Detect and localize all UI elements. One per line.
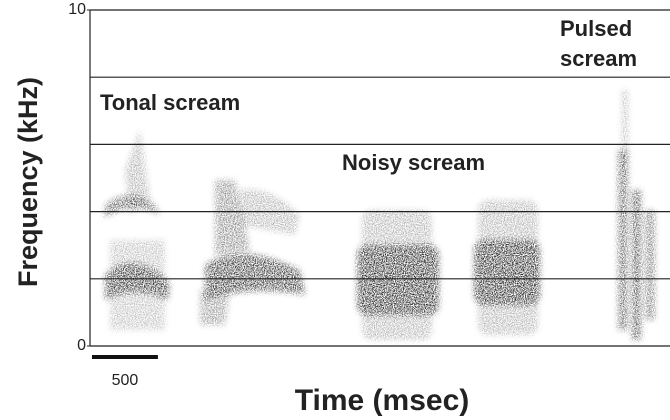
y-tick-label: 0 bbox=[77, 337, 86, 354]
y-tick-label: 10 bbox=[68, 1, 86, 18]
spectrogram bbox=[105, 90, 655, 340]
scale-bar-label: 500 bbox=[112, 372, 139, 389]
annotation: Tonal scream bbox=[100, 90, 240, 115]
annotation: Noisy scream bbox=[342, 150, 485, 175]
x-axis-label: Time (msec) bbox=[295, 384, 470, 417]
y-axis-label: Frequency (kHz) bbox=[13, 77, 43, 287]
annotation: Pulsed bbox=[560, 16, 632, 41]
annotation: scream bbox=[560, 46, 637, 71]
